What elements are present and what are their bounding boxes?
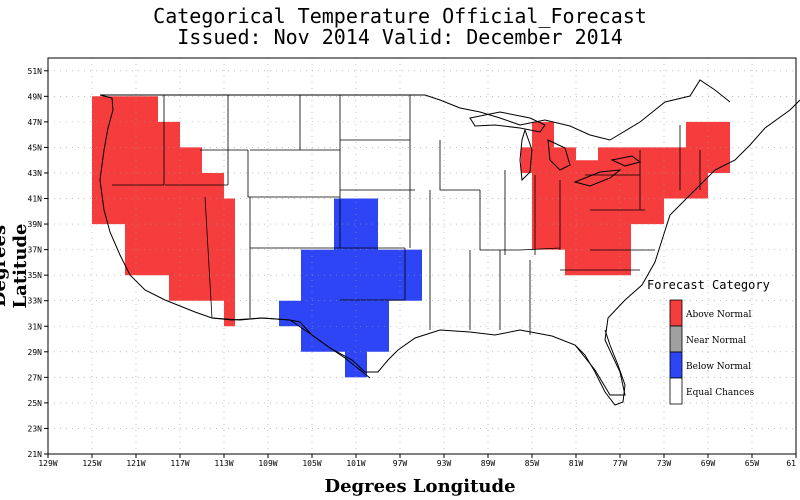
legend-label-near: Near Normal [686,336,746,346]
x-tick-label-6: 105W [302,459,321,468]
y-tick-label-3: 27N [28,373,43,382]
mexico-border [211,317,371,379]
x-tick-label-3: 117W [170,459,189,468]
great-lakes [469,111,642,187]
y-tick-label-4: 29N [28,348,43,357]
x-tick-label-4: 113W [214,459,233,468]
x-tick-label-0: 129W [38,459,57,468]
chart-title: Categorical Temperature Official_Forecas… [153,4,647,28]
y-tick-label-8: 37N [28,246,43,255]
legend-swatch-below [669,351,683,379]
y-tick-label-15: 51N [28,67,43,76]
legend-swatch-near [669,325,683,353]
x-tick-label-13: 77W [613,459,628,468]
y-tick-label-10: 41N [28,195,43,204]
chart-subtitle: Issued: Nov 2014 Valid: December 2014 [177,25,623,49]
x-tick-label-5: 109W [258,459,277,468]
x-tick-label-7: 101W [346,459,365,468]
x-tick-label-2: 121W [126,459,145,468]
y-tick-label-5: 31N [28,322,43,331]
y-tick-label-12: 45N [28,143,43,152]
x-tick-label-9: 93W [437,459,452,468]
y-tick-label-13: 47N [28,118,43,127]
x-tick-label-8: 97W [393,459,408,468]
y-tick-label-0: 21N [28,450,43,459]
y-tick-label-14: 49N [28,92,43,101]
x-tick-label-12: 81W [569,459,584,468]
canada-border [100,79,731,141]
state-borders [112,95,701,335]
y-axis-label: Degrees Latitude [0,223,31,309]
legend-title: Forecast Category [647,278,770,292]
y-tick-label-9: 39N [28,220,43,229]
legend-swatch-equal [669,377,683,405]
y-tick-label-1: 23N [28,424,43,433]
florida-coast [574,329,626,406]
legend-swatch-above [669,299,683,327]
x-axis-label: Degrees Longitude [324,476,516,497]
x-tick-label-14: 73W [657,459,672,468]
y-tick-label-11: 43N [28,169,43,178]
x-tick-label-15: 69W [701,459,716,468]
map-frame [47,57,797,455]
us-coastline [99,94,800,396]
y-tick-label-6: 33N [28,297,43,306]
x-tick-label-10: 89W [481,459,496,468]
y-tick-label-2: 25N [28,399,43,408]
y-tick-label-7: 35N [28,271,43,280]
x-tick-label-17: 61 [786,459,796,468]
forecast-region-above-normal-1 [521,121,730,276]
legend-label-equal: Equal Chances [686,388,754,398]
forecast-region-below-normal-2 [279,198,422,378]
forecast-region-above-normal-0 [92,96,235,327]
legend-label-below: Below Normal [686,362,751,372]
x-tick-label-11: 85W [525,459,540,468]
x-tick-label-1: 125W [82,459,101,468]
legend-label-above: Above Normal [685,310,751,320]
x-tick-label-16: 65W [745,459,760,468]
